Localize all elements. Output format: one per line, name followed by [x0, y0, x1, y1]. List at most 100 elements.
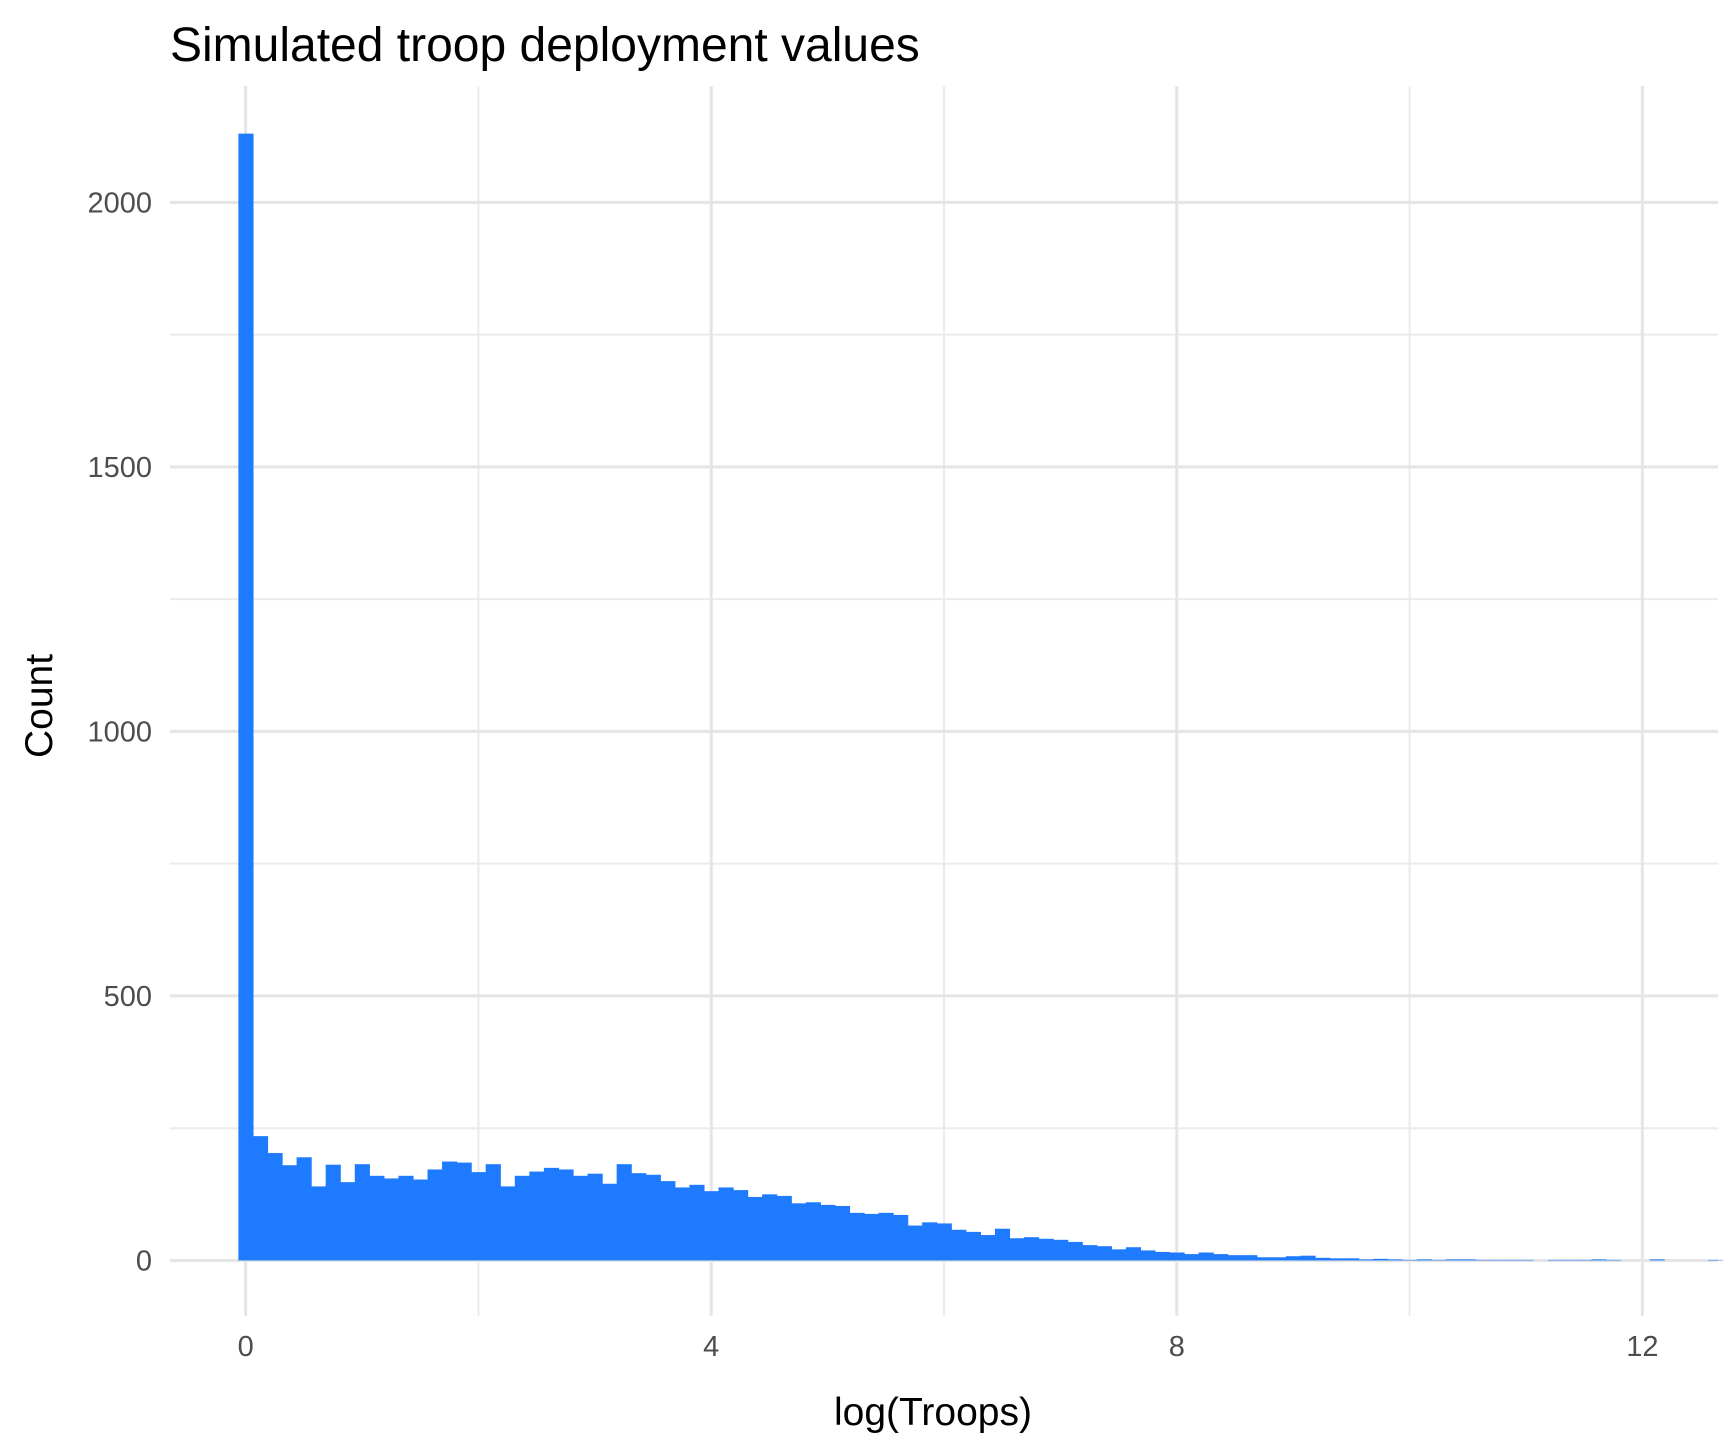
histogram-bar — [1431, 1259, 1447, 1261]
histogram-bar — [456, 1162, 472, 1261]
histogram-bar — [558, 1169, 574, 1261]
histogram-bar — [1067, 1241, 1083, 1261]
histogram-bar — [1344, 1258, 1360, 1261]
histogram-bar — [1518, 1259, 1534, 1261]
histogram-bar — [1285, 1256, 1302, 1261]
histogram-bar — [1591, 1259, 1607, 1261]
histogram-bar — [1504, 1259, 1520, 1261]
histogram-bar — [427, 1169, 443, 1261]
histogram-bar — [1475, 1259, 1491, 1261]
histogram-bar — [1445, 1259, 1462, 1261]
histogram-bar — [311, 1186, 327, 1261]
histogram-bar — [1373, 1258, 1389, 1261]
histogram-bar — [1227, 1255, 1243, 1261]
histogram-bar — [893, 1214, 909, 1261]
histogram-bar — [529, 1171, 545, 1261]
y-tick-label: 500 — [104, 981, 152, 1013]
histogram-bar — [1024, 1237, 1040, 1261]
histogram-bar — [1547, 1259, 1563, 1261]
histogram-bar — [703, 1191, 720, 1261]
histogram-bar — [1271, 1257, 1287, 1261]
chart-title: Simulated troop deployment values — [170, 19, 920, 72]
histogram-bar — [616, 1164, 632, 1261]
histogram-bar — [340, 1182, 356, 1261]
histogram-bar — [1489, 1259, 1505, 1261]
histogram-bar — [282, 1165, 298, 1261]
x-axis-tick-labels: 0 4 8 12 — [238, 1331, 1659, 1363]
y-tick-label: 1000 — [87, 716, 152, 748]
histogram-bar — [1242, 1255, 1258, 1261]
histogram-bar — [267, 1153, 283, 1261]
histogram-bar — [587, 1173, 603, 1261]
histogram-bar — [1053, 1239, 1069, 1261]
x-tick-label: 12 — [1626, 1331, 1658, 1363]
histogram-bar — [1169, 1252, 1185, 1261]
histogram-bar — [776, 1195, 792, 1261]
histogram-bars — [238, 133, 1723, 1261]
histogram-bar — [412, 1179, 429, 1261]
x-tick-label: 0 — [238, 1331, 254, 1363]
y-tick-label: 1500 — [87, 452, 152, 484]
histogram-bar — [907, 1225, 923, 1261]
histogram-bar — [674, 1187, 690, 1261]
y-tick-label: 0 — [136, 1245, 152, 1277]
histogram-bar — [1314, 1257, 1331, 1261]
histogram-bar — [922, 1222, 938, 1261]
histogram-bar — [660, 1181, 676, 1261]
histogram-bar — [1562, 1259, 1578, 1261]
histogram-bar — [1184, 1254, 1200, 1261]
histogram-bar — [383, 1178, 400, 1261]
histogram-bar — [791, 1203, 807, 1261]
histogram-bar — [1198, 1252, 1214, 1261]
grid-lines — [170, 86, 1718, 1316]
histogram-bar — [500, 1186, 516, 1261]
histogram-bar — [878, 1212, 894, 1261]
histogram-bar — [1111, 1249, 1127, 1261]
histogram-bar — [1460, 1259, 1476, 1261]
histogram-bar — [1605, 1259, 1622, 1261]
histogram-bar — [994, 1228, 1011, 1261]
histogram-bar — [442, 1161, 458, 1261]
histogram-bar — [296, 1157, 312, 1261]
histogram-bar — [602, 1183, 618, 1261]
histogram-bar — [485, 1164, 501, 1261]
y-axis-title: Count — [18, 654, 61, 758]
x-axis-title: log(Troops) — [834, 1391, 1032, 1434]
histogram-bar — [543, 1167, 560, 1261]
y-axis-tick-labels: 0 500 1000 1500 2000 — [87, 187, 152, 1277]
histogram-bar — [573, 1175, 589, 1261]
histogram-bar — [1387, 1259, 1403, 1261]
histogram-bar — [1329, 1258, 1345, 1261]
histogram-bar — [689, 1184, 705, 1261]
histogram-bar — [980, 1235, 996, 1261]
histogram-bar — [1096, 1246, 1112, 1261]
histogram-bar — [762, 1194, 778, 1261]
histogram-bar — [1140, 1250, 1156, 1261]
histogram-bar — [252, 1136, 269, 1261]
histogram-bar — [369, 1175, 385, 1261]
histogram-bar — [1213, 1254, 1229, 1261]
histogram-bar — [1256, 1257, 1272, 1261]
histogram-bar — [1009, 1238, 1025, 1261]
histogram-bar — [645, 1174, 661, 1261]
histogram-bar — [805, 1202, 821, 1261]
histogram-bar — [631, 1173, 647, 1261]
histogram-bar — [1576, 1259, 1593, 1261]
histogram-bar — [1416, 1259, 1432, 1261]
histogram-bar — [1082, 1245, 1098, 1261]
y-tick-label: 2000 — [87, 187, 152, 219]
histogram-bar — [733, 1190, 749, 1261]
histogram-bar — [238, 133, 254, 1261]
histogram-bar — [1358, 1259, 1374, 1261]
histogram-bar — [834, 1205, 851, 1261]
histogram-bar — [325, 1164, 341, 1261]
x-tick-label: 4 — [703, 1331, 719, 1363]
histogram-bar — [965, 1231, 981, 1261]
histogram-bar — [747, 1196, 763, 1261]
histogram-bar — [936, 1223, 952, 1261]
histogram-bar — [820, 1204, 836, 1261]
histogram-bar — [718, 1187, 734, 1261]
x-tick-label: 8 — [1169, 1331, 1185, 1363]
histogram-bar — [1649, 1259, 1665, 1261]
